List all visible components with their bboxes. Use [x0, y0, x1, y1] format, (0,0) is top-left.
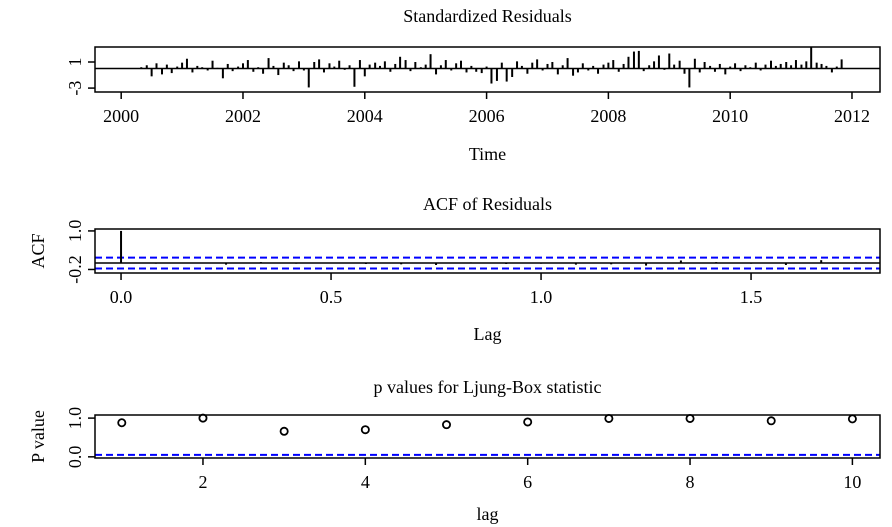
y-tick-label: 1: [65, 58, 85, 67]
point: [766, 416, 776, 426]
point: [442, 420, 452, 430]
x-tick-label: 8: [686, 472, 695, 492]
plot-frame: [94, 228, 881, 274]
panel-title: ACF of Residuals: [423, 194, 552, 214]
x-axis-label: Time: [469, 144, 506, 164]
plot-frame: [94, 414, 881, 459]
y-tick-label: 1.0: [65, 407, 85, 430]
panel-title: Standardized Residuals: [403, 6, 571, 26]
y-axis-label: P value: [28, 410, 48, 463]
point: [685, 413, 695, 423]
point: [604, 413, 614, 423]
x-tick-label: 2002: [225, 106, 261, 126]
point: [117, 418, 127, 428]
x-tick-label: 2006: [469, 106, 505, 126]
x-tick-label: 2004: [347, 106, 383, 126]
plot-frame: [94, 46, 881, 93]
point: [523, 417, 533, 427]
x-tick-label: 2012: [834, 106, 870, 126]
x-tick-label: 2008: [590, 106, 626, 126]
x-tick-label: 0.5: [320, 287, 343, 307]
x-tick-label: 10: [843, 472, 861, 492]
x-axis-label: lag: [477, 504, 499, 524]
y-tick-label: -0.2: [65, 255, 85, 284]
x-tick-label: 2000: [103, 106, 139, 126]
y-axis-label: ACF: [28, 233, 48, 268]
x-axis-label: Lag: [474, 324, 502, 344]
y-tick-label: -3: [65, 81, 85, 96]
x-tick-label: 1.0: [530, 287, 553, 307]
x-tick-label: 1.5: [740, 287, 763, 307]
y-tick-label: 1.0: [65, 220, 85, 243]
x-tick-label: 4: [361, 472, 370, 492]
x-tick-label: 6: [523, 472, 532, 492]
point: [279, 426, 289, 436]
point: [847, 414, 857, 424]
x-tick-label: 2010: [712, 106, 748, 126]
y-tick-label: 0.0: [65, 446, 85, 469]
panel-title: p values for Ljung-Box statistic: [374, 377, 602, 397]
point: [360, 425, 370, 435]
x-tick-label: 0.0: [110, 287, 133, 307]
x-tick-label: 2: [198, 472, 207, 492]
